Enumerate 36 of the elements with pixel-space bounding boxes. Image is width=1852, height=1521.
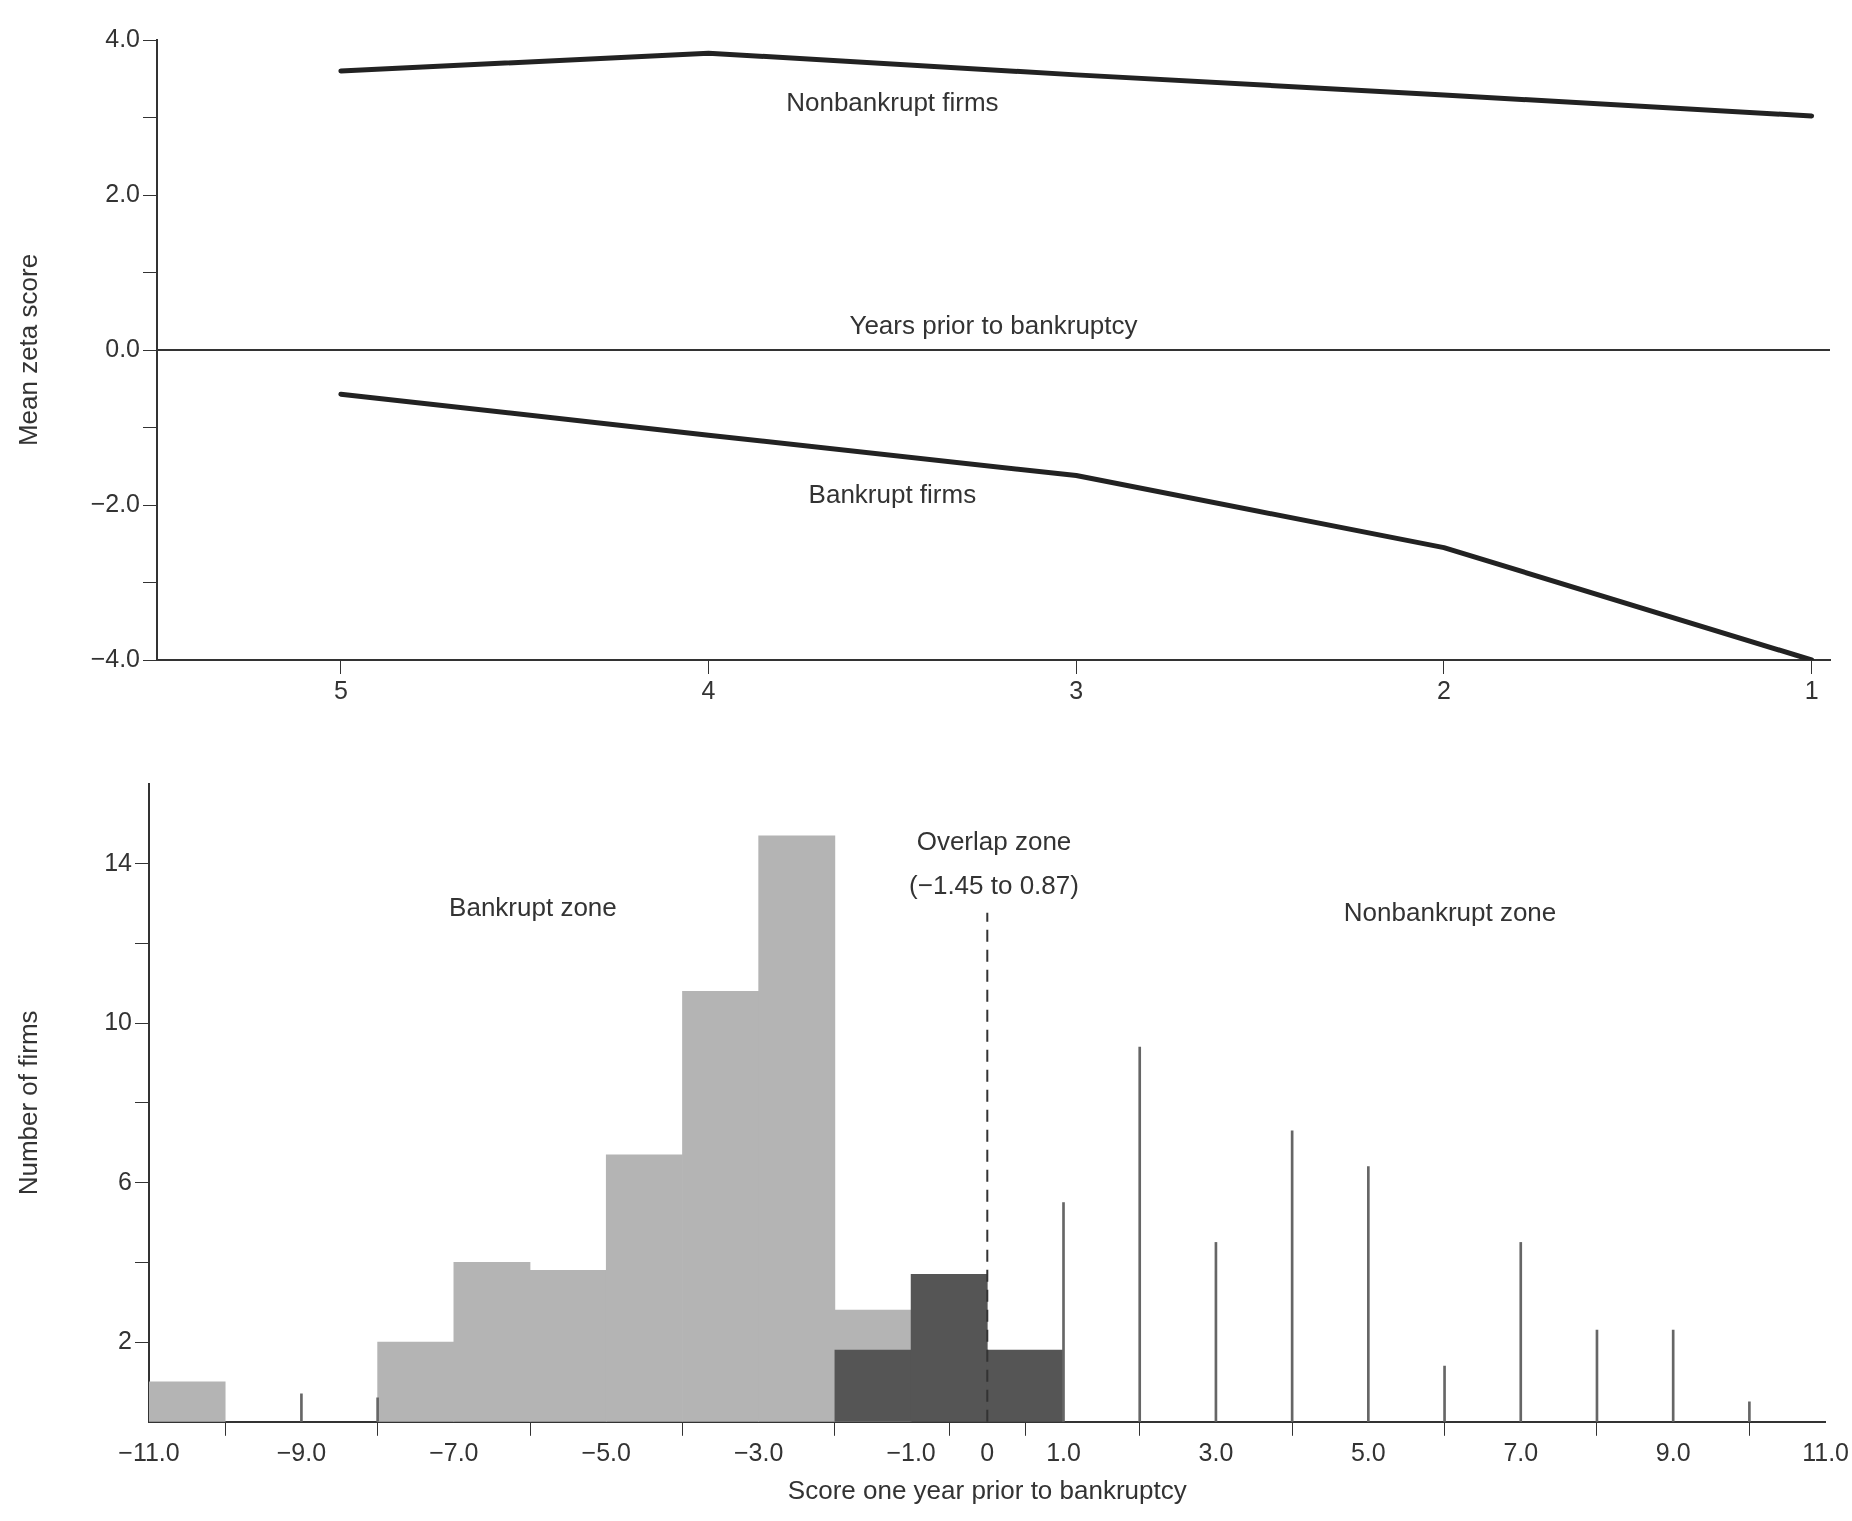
annotation: Overlap zone (−1.45 to 0.87) [909, 825, 1079, 900]
x-tick-label: 0 [980, 1437, 995, 1466]
y-tick-label: 2 [118, 1325, 132, 1354]
y-tick-label: 6 [118, 1166, 132, 1195]
x-tick-label: −5.0 [581, 1437, 631, 1466]
y-axis-title: Number of firms [12, 1010, 43, 1196]
series-label: Bankrupt firms [808, 478, 977, 509]
x-tick-label: −1.0 [886, 1437, 936, 1466]
x-tick-label: 11.0 [1802, 1437, 1850, 1466]
y-axis-title: Mean zeta score [12, 253, 43, 447]
x-tick-label: 9.0 [1655, 1437, 1691, 1466]
ref-line-label: Years prior to bankruptcy [849, 310, 1138, 341]
x-tick-label: −11.0 [118, 1437, 180, 1466]
x-tick-label: −3.0 [733, 1437, 784, 1466]
annotation: Nonbankrupt zone [1343, 896, 1557, 927]
y-tick-label: −4.0 [90, 643, 140, 672]
x-tick-label: 7.0 [1503, 1437, 1539, 1466]
x-tick-label: 4 [701, 675, 716, 704]
annotation: Bankrupt zone [449, 891, 617, 922]
x-tick-label: 1.0 [1046, 1437, 1081, 1466]
y-tick-label: −2.0 [90, 488, 140, 517]
x-tick-label: 3 [1069, 675, 1084, 704]
x-tick-label: 3.0 [1198, 1437, 1234, 1466]
y-tick-label: 2.0 [105, 178, 140, 207]
y-tick-label: 14 [104, 847, 133, 876]
y-tick-label: 10 [104, 1007, 132, 1036]
y-tick-label: 4.0 [105, 23, 140, 52]
y-tick-label: 0.0 [105, 333, 140, 362]
x-tick-label: 5 [333, 675, 348, 704]
x-tick-label: 5.0 [1350, 1437, 1386, 1466]
x-tick-label: 1 [1804, 675, 1819, 704]
series-label: Nonbankrupt firms [786, 87, 999, 118]
x-tick-label: −9.0 [276, 1437, 327, 1466]
x-axis-title: Score one year prior to bankruptcy [787, 1474, 1187, 1505]
x-tick-label: −7.0 [429, 1437, 479, 1466]
x-tick-label: 2 [1436, 675, 1451, 704]
